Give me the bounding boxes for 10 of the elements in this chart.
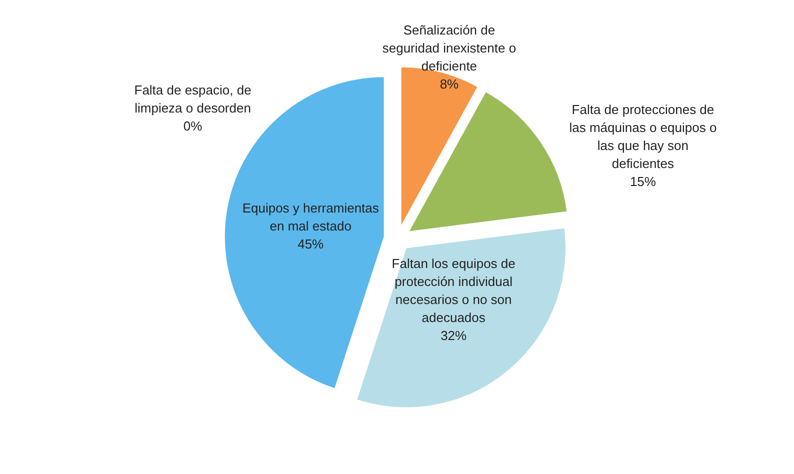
data-label: 15% [630,174,656,189]
text: 0% [183,118,202,134]
slice-label: Señalización de seguridad inexistente o deficiente [382,22,516,74]
data-label: 32% [440,328,468,344]
data-label: 45% [298,236,324,252]
category-label: Falta de espacio, de limpieza o desorden [134,82,252,116]
slice-label: Equipos y herramientas en mal estado [242,200,380,234]
slice-label: Falta de protecciones de las máquinas o equipos o las que hay son deficientes [569,102,717,171]
data-label: 8% [440,76,460,92]
slice-label: Faltan los equipos de protección individual necesarios o no son adecuados [392,256,516,326]
